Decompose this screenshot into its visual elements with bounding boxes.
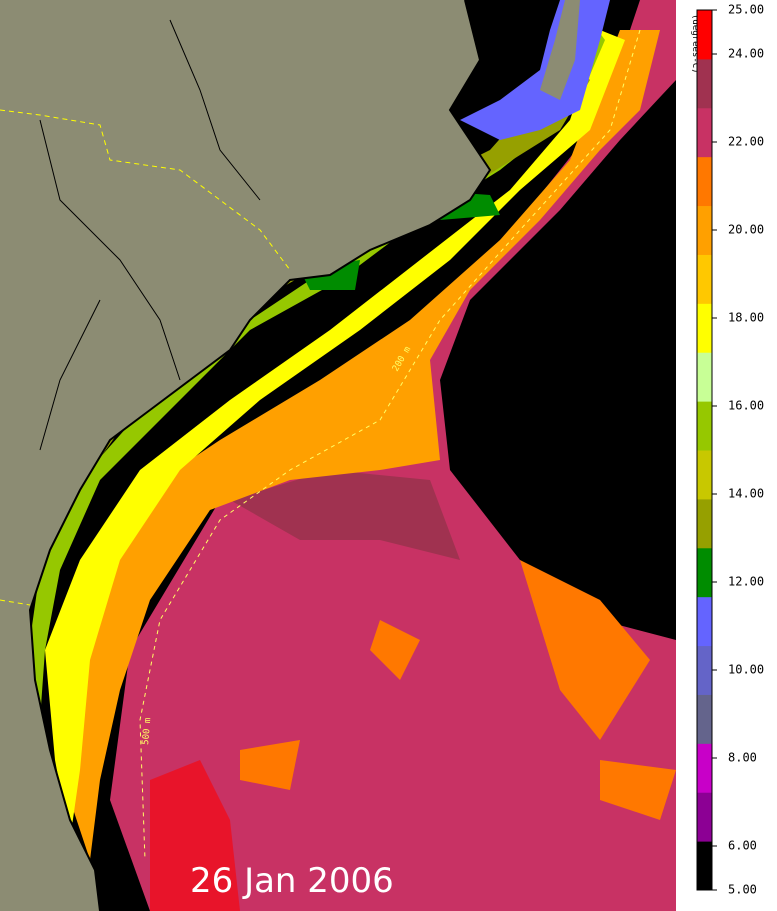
- tick-label: 18.00: [728, 311, 764, 325]
- green-patches: [300, 190, 500, 290]
- color-band: [697, 596, 712, 647]
- rivers: [39, 19, 261, 451]
- color-band: [697, 792, 712, 842]
- warm-core: [230, 470, 460, 560]
- color-band: [697, 498, 712, 549]
- color-band: [697, 10, 712, 60]
- color-band: [697, 645, 712, 695]
- peninsula: [540, 0, 580, 100]
- contour-label: 500 m: [141, 717, 153, 745]
- color-band: [697, 205, 712, 255]
- orange-band: [60, 30, 660, 860]
- color-band: [697, 547, 712, 598]
- color-band: [697, 841, 712, 891]
- tick-label: 12.00: [728, 575, 764, 589]
- tick-label: 16.00: [728, 399, 764, 413]
- color-band: [697, 254, 712, 304]
- state-borders: [0, 109, 291, 606]
- tick-label: 20.00: [728, 223, 764, 237]
- tick-label: 6.00: [728, 839, 757, 853]
- color-band: [697, 156, 712, 207]
- land: [0, 0, 490, 911]
- color-band: [697, 303, 712, 353]
- tick-label: 25.00: [728, 3, 764, 17]
- tick-label: 8.00: [728, 751, 757, 765]
- tick-label: 5.00: [728, 883, 757, 897]
- date-label: 26 Jan 2006: [190, 861, 394, 901]
- depth-contour: [139, 29, 641, 861]
- orange-patches: [240, 560, 676, 820]
- tick-label: 22.00: [728, 135, 764, 149]
- color-band: [697, 107, 712, 158]
- coastline: [28, 0, 492, 911]
- color-band: [697, 694, 712, 744]
- map: 200 m 500 m 26 Jan 2006: [0, 0, 676, 911]
- tick-label: 10.00: [728, 663, 764, 677]
- color-band: [697, 352, 712, 402]
- color-band: [697, 58, 712, 109]
- colorbar-frame: [696, 9, 713, 891]
- hot-water: [150, 760, 240, 911]
- tick-label: 24.00: [728, 47, 764, 61]
- color-band: [697, 401, 712, 451]
- color-band: [697, 743, 712, 793]
- unit-label: (degrees-C): [690, 14, 700, 74]
- tick-label: 14.00: [728, 487, 764, 501]
- color-band: [697, 450, 712, 500]
